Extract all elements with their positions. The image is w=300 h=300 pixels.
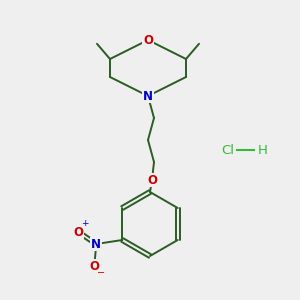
Text: Cl: Cl xyxy=(221,143,235,157)
Text: N: N xyxy=(143,89,153,103)
Text: N: N xyxy=(91,238,101,250)
Text: O: O xyxy=(143,34,153,46)
Text: H: H xyxy=(258,143,268,157)
Text: O: O xyxy=(147,173,157,187)
Text: O: O xyxy=(89,260,99,272)
Text: −: − xyxy=(97,268,105,278)
Text: +: + xyxy=(82,220,89,229)
Text: O: O xyxy=(73,226,83,238)
